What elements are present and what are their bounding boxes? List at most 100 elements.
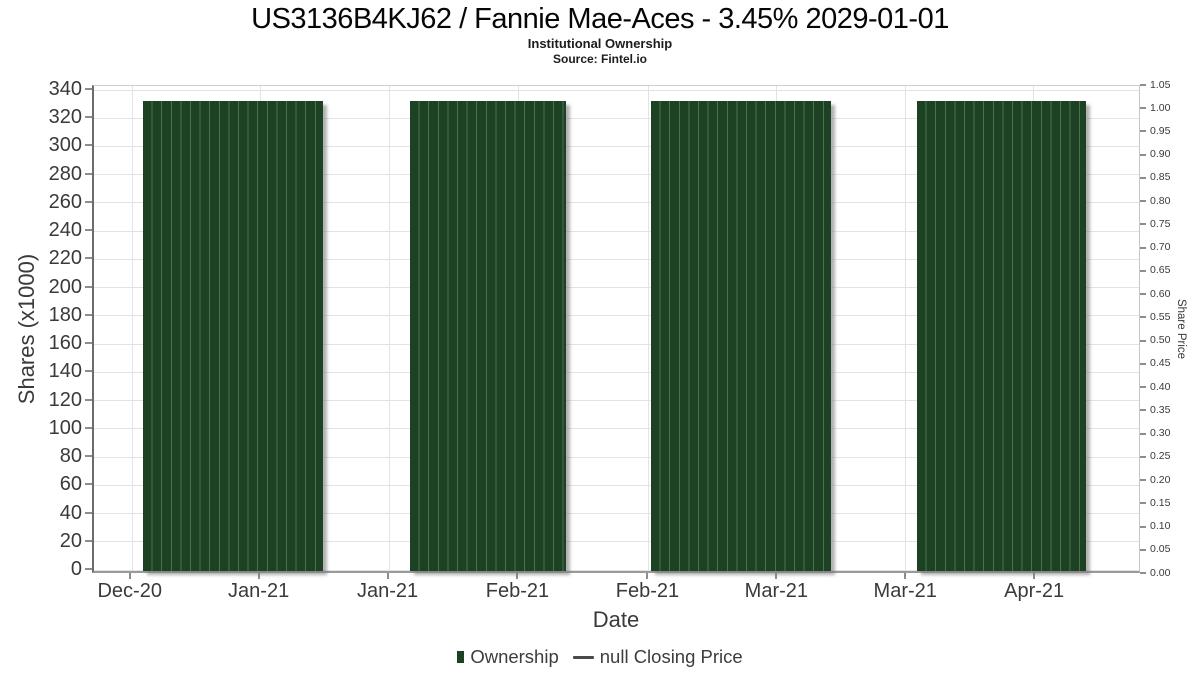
y-tick-mark-left: [85, 539, 92, 542]
bar-group: [917, 101, 1086, 571]
bar-group: [143, 101, 323, 571]
legend-item: null Closing Price: [572, 646, 743, 668]
y-tick-mark-left: [85, 200, 92, 203]
y-tick-label-right: 1.00: [1150, 101, 1171, 114]
legend: Ownership null Closing Price: [0, 644, 1200, 670]
y-tick-mark-left: [85, 313, 92, 316]
y-tick-mark-left: [85, 511, 92, 514]
y-tick-label-right: 0.55: [1150, 310, 1171, 323]
y-tick-label-right: 0.10: [1150, 520, 1171, 533]
y-tick-mark-right: [1140, 176, 1146, 179]
y-tick-label-right: 0.30: [1150, 427, 1171, 440]
legend-label: Ownership: [470, 646, 559, 667]
y-tick-label-left: 220: [48, 247, 82, 270]
y-tick-mark-right: [1140, 153, 1146, 156]
y-tick-label-right: 0.75: [1150, 217, 1171, 230]
v-gridline: [904, 86, 906, 571]
h-gridline: [94, 371, 1139, 373]
x-tick-mark: [904, 573, 907, 579]
y-tick-label-left: 160: [48, 332, 82, 355]
h-gridline: [94, 428, 1139, 430]
y-tick-mark-right: [1140, 432, 1146, 435]
h-gridline: [94, 400, 1139, 402]
y-tick-label-left: 180: [48, 303, 82, 326]
h-gridline: [94, 145, 1139, 147]
x-tick-mark: [386, 573, 389, 579]
y-tick-mark-left: [85, 398, 92, 401]
x-tick-label: Jan-21: [356, 580, 419, 602]
y-tick-mark-left: [85, 116, 92, 119]
h-gridline: [94, 456, 1139, 458]
y-tick-mark-left: [85, 370, 92, 373]
y-tick-label-right: 0.45: [1150, 357, 1171, 370]
y-tick-label-left: 280: [48, 162, 82, 185]
y-tick-label-left: 40: [59, 501, 82, 524]
chart-source: Source: Fintel.io: [552, 52, 647, 66]
y-tick-label-left: 300: [48, 134, 82, 157]
y-tick-label-right: 0.35: [1150, 403, 1171, 416]
legend-item: Ownership: [457, 646, 559, 668]
y-tick-mark-right: [1140, 200, 1146, 203]
y-tick-mark-left: [85, 342, 92, 345]
y-tick-mark-right: [1140, 386, 1146, 389]
h-gridline: [94, 513, 1139, 515]
y-tick-mark-left: [85, 257, 92, 260]
y-tick-label-left: 20: [59, 529, 82, 552]
y-tick-label-right: 0.00: [1150, 566, 1171, 579]
y-tick-label-right: 0.50: [1150, 334, 1171, 347]
legend-label: null Closing Price: [599, 646, 743, 667]
x-tick-mark: [257, 573, 260, 579]
legend-bar-swatch: [457, 651, 465, 663]
h-gridline: [94, 202, 1139, 204]
y-tick-label-right: 0.60: [1150, 287, 1171, 300]
y-tick-label-left: 0: [70, 558, 82, 580]
y-tick-label-left: 100: [48, 416, 82, 439]
y-tick-label-left: 320: [48, 106, 82, 129]
h-gridline: [94, 258, 1139, 260]
y-tick-mark-right: [1140, 246, 1146, 249]
y-tick-label-left: 140: [48, 360, 82, 383]
x-tick-mark: [516, 573, 519, 579]
y-tick-mark-right: [1140, 130, 1146, 133]
x-tick-mark: [646, 573, 649, 579]
v-gridline: [647, 86, 649, 571]
y-tick-mark-right: [1140, 84, 1146, 86]
x-tick-label: Jan-21: [228, 580, 290, 602]
h-gridline: [94, 230, 1139, 232]
plot-area: [92, 85, 1140, 573]
y-tick-label-left: 260: [48, 190, 82, 213]
y-tick-mark-left: [85, 88, 92, 90]
y-tick-label-right: 0.90: [1150, 148, 1171, 161]
h-gridline: [94, 569, 1139, 571]
x-tick-label: Feb-21: [485, 580, 550, 602]
h-gridline: [94, 287, 1139, 289]
h-gridline: [94, 89, 1139, 91]
y-tick-label-right: 0.80: [1150, 194, 1171, 207]
legend-line-swatch: [572, 655, 594, 659]
y-axis-label-right: Share Price: [1175, 298, 1187, 360]
y-tick-mark-left: [85, 455, 92, 458]
y-tick-label-right: 0.25: [1150, 450, 1171, 463]
y-tick-mark-left: [85, 568, 92, 570]
y-tick-label-right: 0.20: [1150, 473, 1171, 486]
x-tick-label: Feb-21: [615, 580, 680, 602]
h-gridline: [94, 343, 1139, 345]
x-tick-mark: [775, 573, 778, 579]
x-tick-label: Mar-21: [744, 580, 809, 602]
y-tick-mark-left: [85, 172, 92, 175]
h-gridline: [94, 117, 1139, 119]
x-axis-label: Date: [592, 607, 640, 632]
y-tick-mark-right: [1140, 502, 1146, 505]
y-tick-label-left: 80: [59, 445, 82, 468]
x-tick-mark: [128, 573, 131, 579]
y-tick-mark-left: [85, 483, 92, 486]
y-tick-label-left: 200: [48, 275, 82, 298]
v-gridline: [131, 86, 133, 571]
y-tick-label-right: 0.95: [1150, 124, 1171, 137]
chart-subtitle: Institutional Ownership: [527, 36, 673, 51]
y-tick-mark-right: [1140, 269, 1146, 272]
y-tick-label-right: 0.65: [1150, 264, 1171, 277]
x-tick-label: Mar-21: [873, 580, 937, 602]
bar-group: [650, 101, 831, 571]
